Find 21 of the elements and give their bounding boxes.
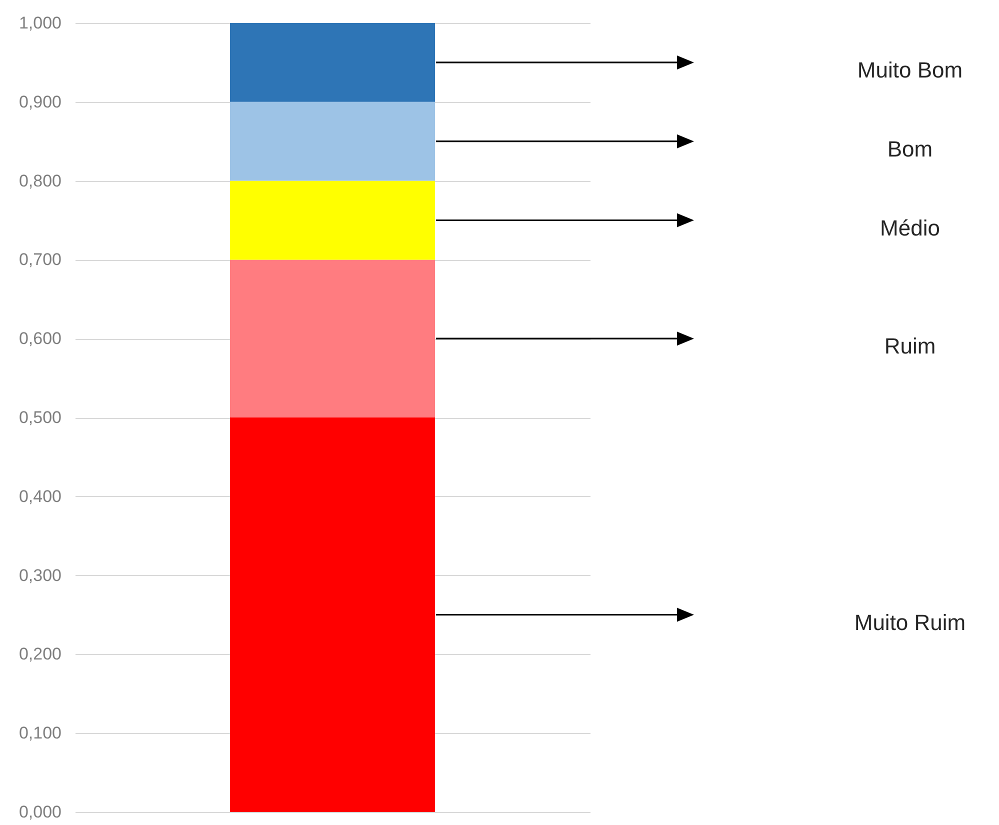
y-tick-label: 0,000 [18, 802, 62, 822]
text: Ruim [884, 334, 936, 359]
y-tick-label: 0,300 [18, 566, 62, 585]
bar [230, 180, 435, 260]
y-tick-label: 0,600 [18, 329, 62, 348]
y-tick-label: 1,000 [18, 14, 62, 32]
bar [230, 260, 435, 418]
bar [230, 418, 435, 812]
bar [230, 23, 435, 102]
text: Muito Ruim [854, 610, 966, 635]
y-tick-label: 0,400 [18, 486, 62, 506]
y-tick-label: 0,100 [18, 724, 62, 743]
y-tick-label: 0,900 [18, 92, 62, 112]
bar [230, 102, 435, 181]
text: Bom [887, 136, 933, 162]
y-tick-label: 0,500 [18, 408, 62, 427]
y-tick-label: 0,700 [18, 250, 62, 270]
y-tick-label: 0,800 [18, 171, 62, 190]
text: Muito Bom [857, 57, 963, 82]
text: Médio [880, 215, 940, 240]
y-tick-label: 0,200 [18, 644, 62, 664]
